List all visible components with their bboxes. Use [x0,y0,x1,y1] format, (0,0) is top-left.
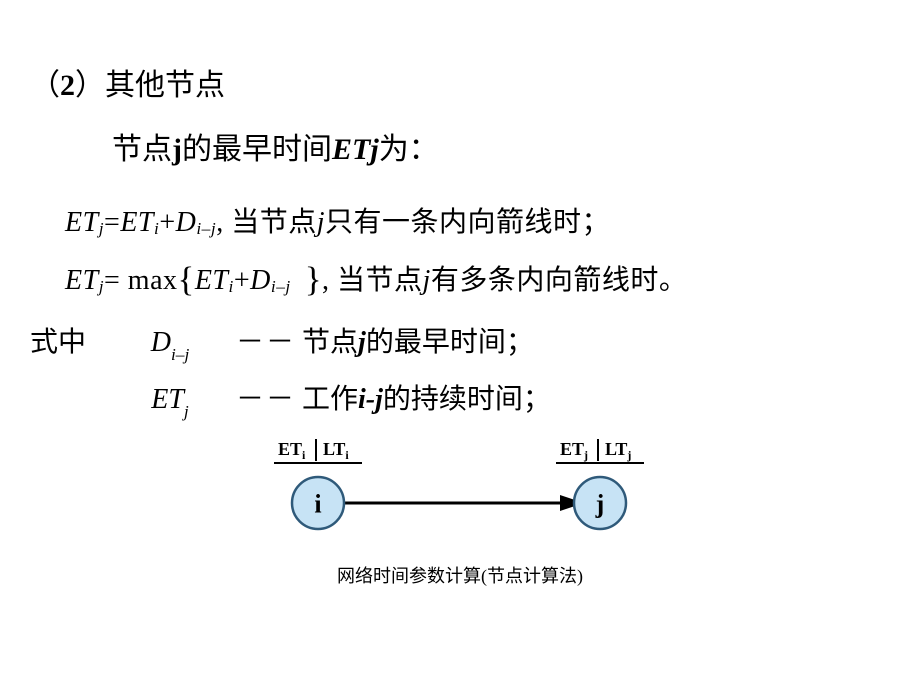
subheading-end: 为： [379,124,439,168]
f2-eq: = max [104,265,178,297]
f1-tail2: 只有一条内向箭线时； [325,200,610,240]
f1-d: D [176,207,197,239]
f1-eti: ET [120,207,154,239]
f1-tail: , 当节点 [216,200,317,240]
f1-j: j [317,207,325,239]
f2-eti-sub: i [229,277,234,297]
f2-eti: ET [195,265,229,297]
f2-plus: + [234,265,250,297]
f2-d-sub: i–j [271,277,291,297]
svg-text:LTi: LTi [323,439,349,462]
def-et-ij: i-j [358,384,383,416]
diagram-svg: ETi LTi ETj LTj i j [240,433,680,553]
heading-number: 2 [60,69,75,103]
svg-text:LTj: LTj [605,439,631,462]
def-et-dash: －－ [236,377,296,417]
f1-plus: + [159,207,175,239]
f2-tail2: 有多条内向箭线时。 [431,258,688,298]
svg-text:ETj: ETj [560,439,588,462]
def-et-text-b: 的持续时间； [383,377,551,417]
formula-1: ETj = ETi + Di–j , 当节点j只有一条内向箭线时； [65,200,890,240]
label-lt-i: LTi [323,439,349,462]
formula-2: ETj = max { ETi + Di–j } , 当节点j有多条内向箭线时。 [65,258,890,298]
def-et-text-a: 工作 [302,377,358,417]
heading-paren-open: （ [30,60,60,104]
def-d-dash: －－ [236,320,296,360]
label-lt-j: LTj [605,439,631,462]
label-et-j: ETj [560,439,588,462]
def-d-text-a: 节点 [302,320,358,360]
subheading-et: ET [332,133,370,167]
subheading-j2: j [370,133,378,167]
f2-lbrace: { [178,260,195,300]
svg-text:ETi: ETi [278,439,306,462]
node-i-label: i [314,490,321,519]
section-heading: （2）其他节点 [30,60,890,104]
f1-d-sub: i–j [196,219,216,239]
def-et-symbol: ETj [110,384,230,420]
f2-j: j [423,265,431,297]
def-row-et: ETj －－ 工作i-j的持续时间； [30,377,890,420]
f1-eti-sub: i [154,219,159,239]
f2-etj-sub: j [99,277,104,297]
network-diagram: ETi LTi ETj LTj i j [30,433,890,588]
subheading: 节点j的最早时间ETj为： [112,124,890,168]
def-lead: 式中 [30,320,110,360]
f1-etj-sub: j [99,219,104,239]
subheading-j: j [172,133,182,167]
f2-tail: , 当节点 [322,258,423,298]
def-d-text-b: 的最早时间； [366,320,534,360]
def-d-symbol: Di–j [110,327,230,363]
diagram-caption: 网络时间参数计算(节点计算法) [30,562,890,588]
definitions: 式中 Di–j －－ 节点j的最早时间； ETj －－ 工作i-j的持续时间； [30,320,890,419]
def-row-d: 式中 Di–j －－ 节点j的最早时间； [30,320,890,363]
subheading-part1: 节点 [112,124,172,168]
f1-eq: = [104,207,120,239]
f2-d: D [250,265,271,297]
f1-etj: ET [65,207,99,239]
label-et-i: ETi [278,439,306,462]
def-d-j: j [358,327,366,359]
node-j-label: j [595,490,605,519]
f2-etj: ET [65,265,99,297]
subheading-part2: 的最早时间 [182,124,332,168]
heading-text: ）其他节点 [75,60,225,104]
f2-rbrace: } [305,260,322,300]
